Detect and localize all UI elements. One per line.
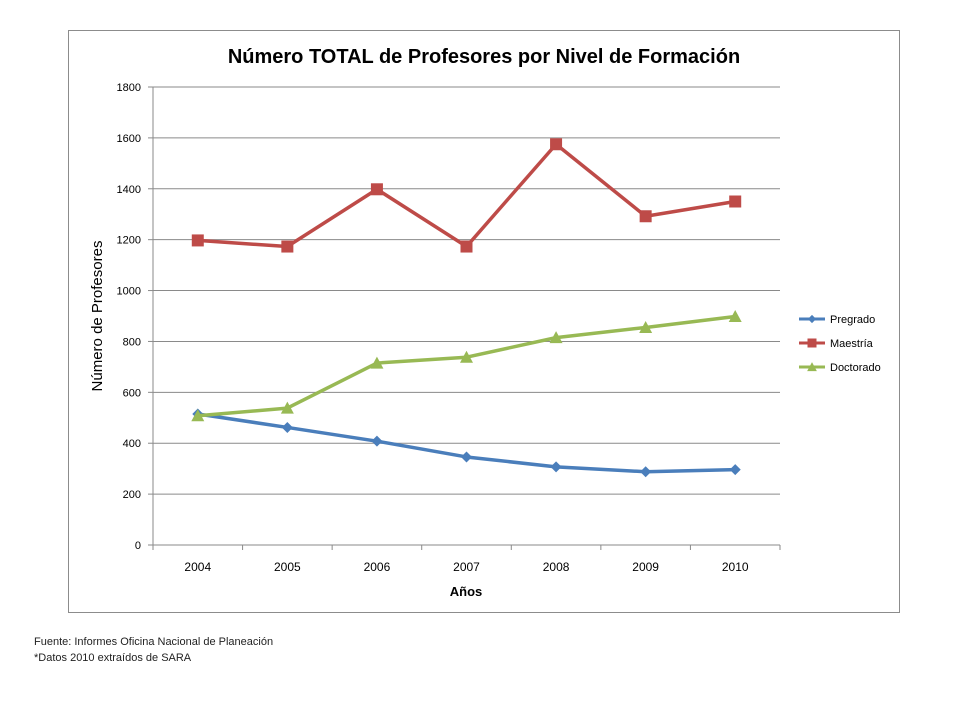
- legend-label-pregrado: Pregrado: [830, 314, 875, 326]
- y-tick-label: 1400: [117, 184, 141, 196]
- legend-marker-maestria: [807, 338, 817, 348]
- data-note-footnote: *Datos 2010 extraídos de SARA: [34, 652, 192, 664]
- x-tick-label: 2009: [632, 560, 659, 574]
- data-point-maestria: [550, 138, 563, 151]
- y-tick-label: 400: [123, 438, 141, 450]
- data-point-pregrado: [729, 464, 741, 476]
- data-point-pregrado: [550, 461, 562, 473]
- chart-frame: [68, 30, 900, 613]
- y-tick-label: 1000: [117, 286, 141, 298]
- series-group: [191, 138, 742, 478]
- x-tick-label: 2006: [364, 560, 391, 574]
- x-tick-label: 2007: [453, 560, 480, 574]
- legend-marker-pregrado: [807, 314, 817, 324]
- data-point-doctorado: [460, 350, 473, 363]
- y-tick-label: 1200: [117, 235, 141, 247]
- data-point-pregrado: [640, 466, 652, 478]
- legend-marker-doctorado: [807, 362, 817, 372]
- data-point-maestria: [729, 195, 742, 208]
- source-footnote: Fuente: Informes Oficina Nacional de Pla…: [34, 636, 274, 648]
- data-point-doctorado: [280, 401, 294, 414]
- gridlines: [153, 86, 780, 495]
- chart-title: Número TOTAL de Profesores por Nivel de …: [228, 46, 740, 68]
- legend-label-doctorado: Doctorado: [830, 362, 881, 374]
- x-tick-label: 2008: [543, 560, 570, 574]
- data-point-pregrado: [281, 421, 293, 433]
- data-point-maestria: [639, 210, 652, 223]
- data-point-doctorado: [549, 331, 563, 344]
- data-point-doctorado: [370, 356, 384, 369]
- x-axis-title: Años: [450, 584, 483, 599]
- data-point-doctorado: [639, 320, 653, 333]
- data-point-maestria: [460, 240, 473, 253]
- data-point-maestria: [281, 240, 294, 253]
- y-tick-label: 600: [123, 387, 141, 399]
- x-tick-label: 2005: [274, 560, 301, 574]
- legend-label-maestria: Maestría: [830, 338, 874, 350]
- y-tick-label: 1800: [117, 82, 141, 94]
- data-point-doctorado: [728, 310, 742, 323]
- data-point-doctorado: [191, 409, 205, 422]
- x-tick-label: 2004: [184, 560, 211, 574]
- y-tick-label: 0: [135, 540, 141, 552]
- data-point-pregrado: [461, 451, 472, 463]
- y-tick-label: 1600: [117, 133, 141, 145]
- series-line-maestria: [196, 142, 737, 249]
- y-tick-label: 200: [123, 489, 141, 501]
- series-line-doctorado: [196, 314, 737, 418]
- data-point-maestria: [370, 183, 383, 196]
- x-tick-label: 2010: [722, 560, 749, 574]
- data-point-maestria: [191, 234, 204, 247]
- y-axis-title: Número de Profesores: [89, 241, 106, 392]
- y-tick-label: 800: [123, 336, 141, 348]
- axes: 0 200 400 600 800 1000 1200 1400 1600 1800 2004 200…: [117, 82, 781, 574]
- data-point-pregrado: [371, 435, 383, 447]
- legend: Pregrado Maestría Doctorado: [799, 314, 881, 374]
